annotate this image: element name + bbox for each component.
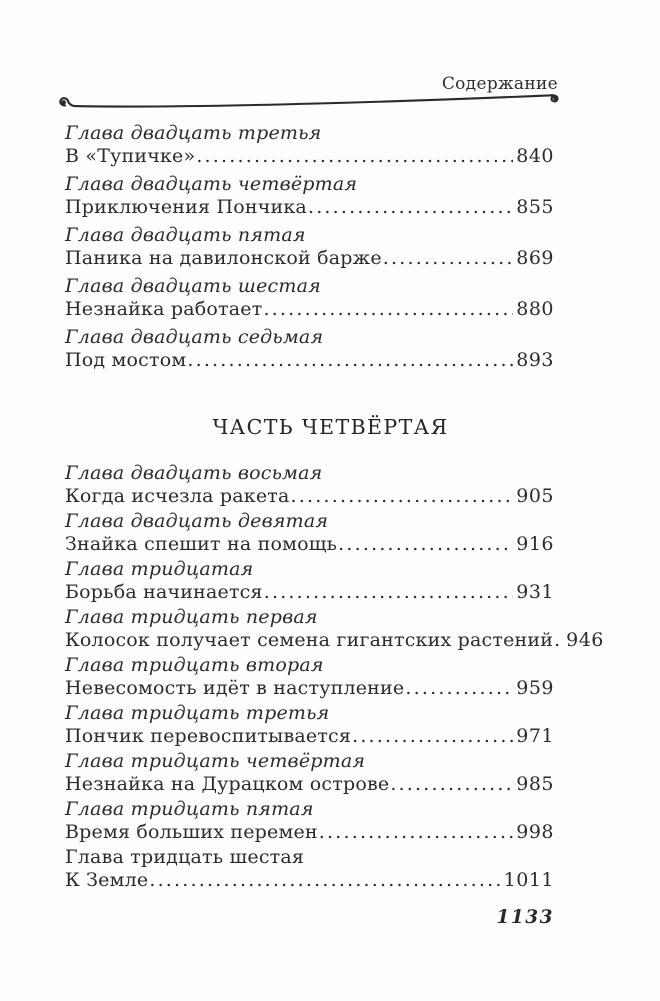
chapter-label: Глава двадцать пятая	[65, 224, 306, 246]
toc-entry: Глава тридцать четвёртая Незнайка на Дура…	[65, 750, 554, 796]
entry-title-row: Незнайка работает 880	[65, 298, 554, 321]
entry-title-row: Паника на давилонской барже 869	[65, 247, 554, 270]
chapter-label: Глава тридцать шестая	[65, 846, 305, 868]
dot-leader	[186, 349, 513, 372]
entry-title: Борьба начинается	[65, 581, 263, 603]
toc-entry: Глава тридцать пятая Время больших переме…	[65, 798, 554, 844]
entry-title: Время больших перемен	[65, 821, 318, 843]
chapter-label: Глава тридцать первая	[65, 606, 318, 628]
entry-title: Под мостом	[65, 349, 187, 371]
entry-page-number: 840	[516, 145, 554, 167]
toc-entry: Глава двадцать пятая Паника на давилонско…	[65, 224, 554, 270]
entry-title: В «Тупичке»	[65, 145, 196, 167]
entry-page-number: 959	[516, 677, 554, 699]
dot-leader	[318, 821, 513, 844]
chapter-label: Глава тридцать пятая	[65, 798, 314, 820]
entry-title-row: Время больших перемен 998	[65, 821, 554, 844]
entry-page-number: 1011	[503, 869, 554, 891]
dot-leader	[307, 196, 513, 219]
entry-page-number: 985	[516, 773, 554, 795]
entry-page-number: 946	[566, 629, 604, 651]
entry-page-number: 869	[516, 247, 554, 269]
chapter-label: Глава двадцать девятая	[65, 510, 329, 532]
entry-page-number: 855	[516, 196, 554, 218]
chapter-label: Глава двадцать седьмая	[65, 326, 324, 348]
entry-title: Пончик перевоспитывается	[65, 725, 352, 747]
entry-title-row: Незнайка на Дурацком острове 985	[65, 773, 554, 796]
entry-title-row: Пончик перевоспитывается 971	[65, 725, 554, 748]
entry-title-row: Знайка спешит на помощь 916	[65, 533, 554, 556]
part-heading: ЧАСТЬ ЧЕТВЁРТАЯ	[212, 415, 449, 439]
chapter-label: Глава двадцать третья	[65, 122, 322, 144]
entry-title-row: Когда исчезла ракета 905	[65, 485, 554, 508]
toc-entry: Глава двадцать восьмая Когда исчезла раке…	[65, 462, 554, 508]
dot-leader	[263, 581, 514, 604]
chapter-label: Глава тридцать третья	[65, 702, 330, 724]
entry-page-number: 880	[516, 298, 554, 320]
entry-title: К Земле	[65, 869, 149, 891]
decorative-swash-rule	[59, 94, 559, 108]
entry-title: Приключения Пончика	[65, 196, 307, 218]
entry-page-number: 998	[516, 821, 554, 843]
chapter-label: Глава тридцать вторая	[65, 654, 324, 676]
dot-leader	[337, 533, 513, 556]
entry-title: Паника на давилонской барже	[65, 247, 382, 269]
entry-page-number: 931	[516, 581, 554, 603]
chapter-label: Глава двадцать восьмая	[65, 462, 323, 484]
entry-title-row: Приключения Пончика 855	[65, 196, 554, 219]
entry-title-row: В «Тупичке» 840	[65, 145, 554, 168]
chapter-label: Глава двадцать шестая	[65, 275, 321, 297]
entry-page-number: 916	[516, 533, 554, 555]
entry-title: Колосок получает семена гигантских расте…	[65, 629, 554, 651]
entry-page-number: 971	[516, 725, 554, 747]
folio-page-number: 1133	[496, 907, 554, 928]
toc-entry: Глава двадцать девятая Знайка спешит на п…	[65, 510, 554, 556]
entry-title: Незнайка на Дурацком острове	[65, 773, 390, 795]
toc-section: ЧАСТЬ ЧЕТВЁРТАЯ Глава двадцать восьмая Ког…	[65, 414, 603, 892]
entry-title-row: Невесомость идёт в наступление 959	[65, 677, 554, 700]
entry-title: Знайка спешит на помощь	[65, 533, 338, 555]
chapter-label: Глава тридцатая	[65, 558, 254, 580]
chapter-label: Глава двадцать четвёртая	[65, 173, 358, 195]
dot-leader	[351, 725, 513, 748]
dot-leader	[553, 629, 563, 652]
dot-leader	[382, 247, 513, 270]
dot-leader	[290, 485, 514, 508]
entry-title-row: Колосок получает семена гигантских расте…	[65, 629, 603, 652]
chapter-label: Глава тридцать четвёртая	[65, 750, 366, 772]
entry-title-row: Борьба начинается 931	[65, 581, 554, 604]
dot-leader	[262, 298, 513, 321]
entry-title-row: К Земле 1011	[65, 869, 554, 892]
entry-title: Незнайка работает	[65, 298, 263, 320]
toc-entry: Глава двадцать четвёртая Приключения Понч…	[65, 173, 554, 219]
dot-leader	[404, 677, 513, 700]
toc-entry: Глава тридцать третья Пончик перевоспитыв…	[65, 702, 554, 748]
entry-page-number: 893	[516, 349, 554, 371]
entry-page-number: 905	[516, 485, 554, 507]
dot-leader	[148, 869, 500, 892]
dot-leader	[195, 145, 513, 168]
toc-entry: Глава тридцать вторая Невесомость идёт в …	[65, 654, 554, 700]
entry-title-row: Под мостом 893	[65, 349, 554, 372]
entry-title: Когда исчезла ракета	[65, 485, 290, 507]
dot-leader	[389, 773, 513, 796]
running-header: Содержание	[441, 74, 558, 94]
entry-title: Невесомость идёт в наступление	[65, 677, 405, 699]
toc-entry: Глава тридцать первая Колосок получает се…	[65, 606, 603, 652]
